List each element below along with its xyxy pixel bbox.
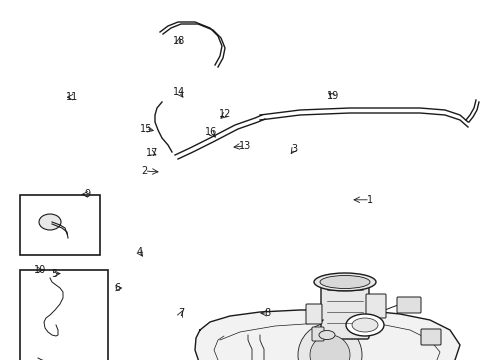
Bar [20,270,108,360]
Text: 17: 17 [146,148,158,158]
Text: 2: 2 [142,166,147,176]
Text: 7: 7 [178,308,184,318]
Text: 13: 13 [239,141,251,151]
Text: 4: 4 [137,247,143,257]
Text: 10: 10 [34,265,46,275]
Text: 16: 16 [205,127,217,138]
Ellipse shape [314,273,376,291]
Bar [20,195,100,255]
FancyBboxPatch shape [421,329,441,345]
Circle shape [310,335,350,360]
FancyBboxPatch shape [397,297,421,313]
Ellipse shape [39,214,61,230]
Text: 18: 18 [172,36,185,46]
Text: 14: 14 [172,87,185,97]
Text: 5: 5 [51,269,57,279]
Ellipse shape [319,330,335,339]
Text: 11: 11 [67,92,78,102]
FancyBboxPatch shape [321,280,369,339]
Text: 9: 9 [84,189,90,199]
Text: 6: 6 [115,283,121,293]
Ellipse shape [320,275,370,288]
Text: 12: 12 [219,109,232,120]
Text: 15: 15 [140,124,152,134]
Polygon shape [195,310,460,360]
Ellipse shape [346,314,384,336]
FancyBboxPatch shape [306,304,322,324]
Text: 1: 1 [367,195,373,205]
Text: 19: 19 [327,91,340,102]
FancyBboxPatch shape [312,327,324,341]
Ellipse shape [352,318,378,332]
Text: 3: 3 [291,144,297,154]
FancyBboxPatch shape [366,294,386,318]
Text: 8: 8 [264,308,270,318]
Circle shape [298,323,362,360]
